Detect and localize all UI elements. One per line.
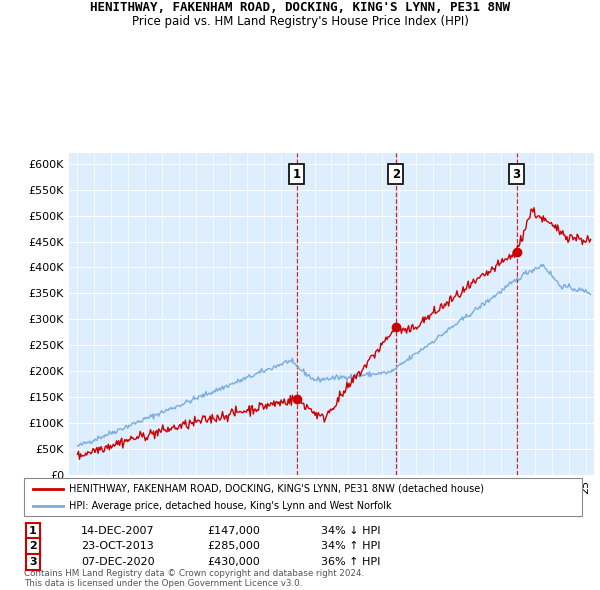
Text: £147,000: £147,000 (207, 526, 260, 536)
Text: HENITHWAY, FAKENHAM ROAD, DOCKING, KING'S LYNN, PE31 8NW: HENITHWAY, FAKENHAM ROAD, DOCKING, KING'… (90, 1, 510, 14)
Text: HPI: Average price, detached house, King's Lynn and West Norfolk: HPI: Average price, detached house, King… (69, 500, 392, 510)
Text: 2: 2 (392, 168, 400, 181)
Text: 3: 3 (29, 557, 37, 566)
Text: HENITHWAY, FAKENHAM ROAD, DOCKING, KING'S LYNN, PE31 8NW (detached house): HENITHWAY, FAKENHAM ROAD, DOCKING, KING'… (69, 484, 484, 494)
Text: 2: 2 (29, 542, 37, 551)
Text: 34% ↑ HPI: 34% ↑ HPI (321, 542, 380, 551)
Text: Contains HM Land Registry data © Crown copyright and database right 2024.
This d: Contains HM Land Registry data © Crown c… (24, 569, 364, 588)
Text: £430,000: £430,000 (207, 557, 260, 566)
Text: 14-DEC-2007: 14-DEC-2007 (81, 526, 155, 536)
Text: 34% ↓ HPI: 34% ↓ HPI (321, 526, 380, 536)
Text: Price paid vs. HM Land Registry's House Price Index (HPI): Price paid vs. HM Land Registry's House … (131, 15, 469, 28)
Text: £285,000: £285,000 (207, 542, 260, 551)
Text: 1: 1 (293, 168, 301, 181)
Text: 3: 3 (512, 168, 521, 181)
Text: 36% ↑ HPI: 36% ↑ HPI (321, 557, 380, 566)
Text: 23-OCT-2013: 23-OCT-2013 (81, 542, 154, 551)
Text: 1: 1 (29, 526, 37, 536)
Text: 07-DEC-2020: 07-DEC-2020 (81, 557, 155, 566)
